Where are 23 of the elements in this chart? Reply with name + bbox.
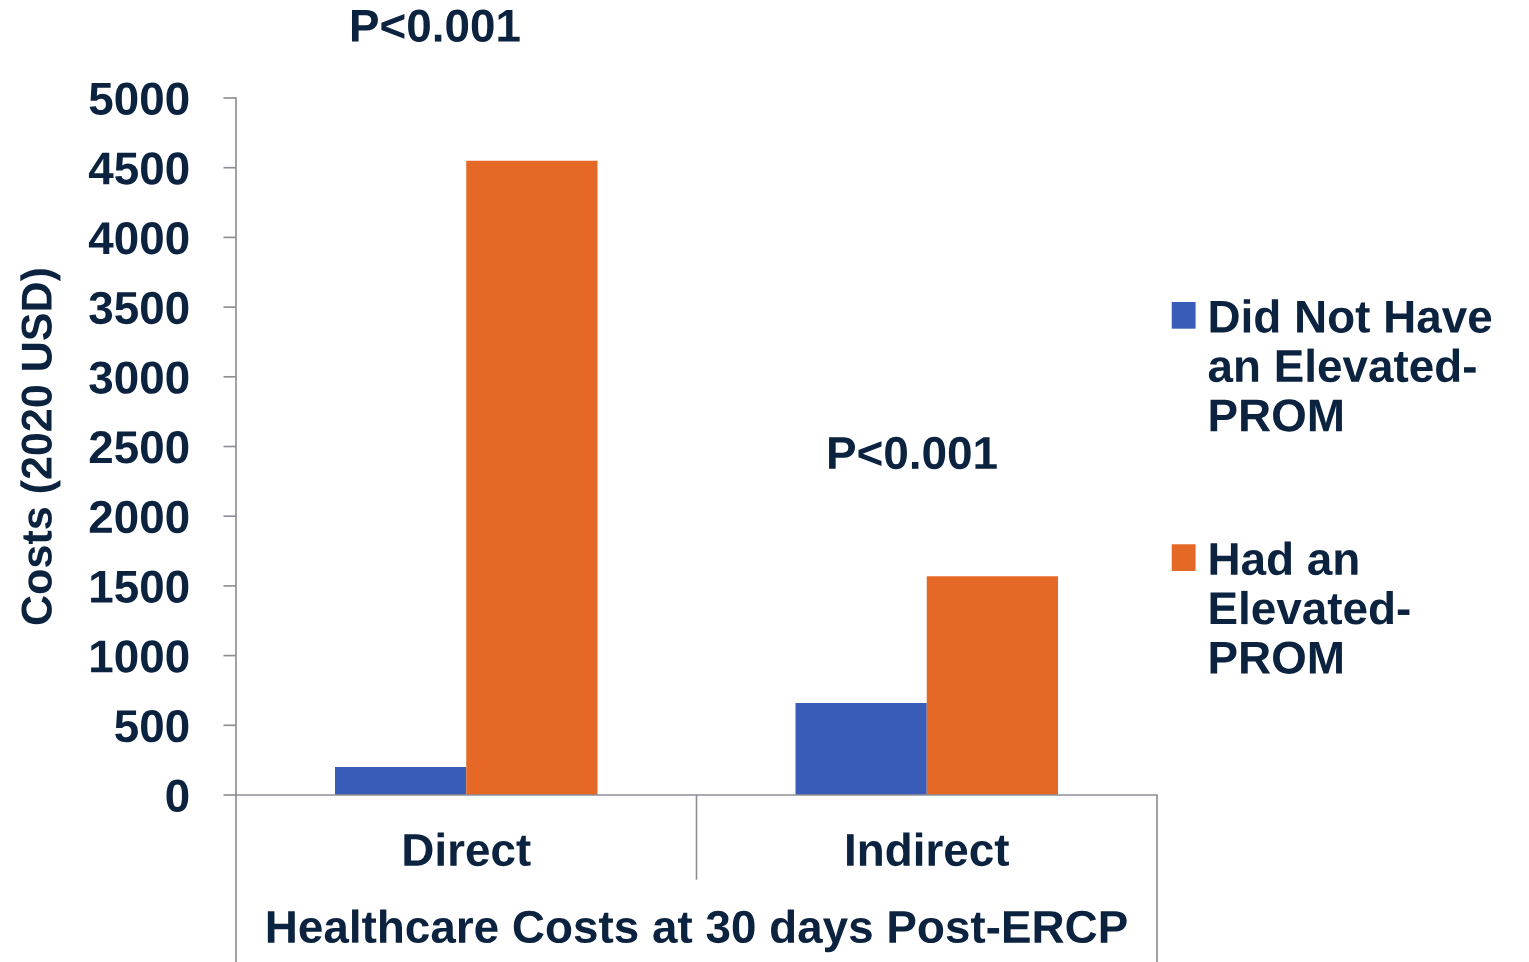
- y-axis-title: Costs (2020 USD): [20, 269, 61, 625]
- y-tick-label: 1000: [91, 640, 189, 673]
- y-tick-label: 500: [115, 709, 189, 743]
- y-tick-label: 4000: [88, 222, 189, 255]
- x-axis-title: Healthcare Costs at 30 days Post-ERCP: [267, 909, 1127, 953]
- annotation: P<0.001: [829, 436, 997, 470]
- bar: [466, 160, 598, 795]
- y-tick-label: 1500: [91, 570, 189, 603]
- bar: [335, 767, 467, 795]
- text: P<0.001: [351, 9, 520, 42]
- legend-label: Did Not Have an Elevated- PROM: [1208, 299, 1492, 432]
- y-tick-label: 3500: [89, 291, 189, 325]
- bar: [926, 576, 1058, 795]
- bar: [795, 703, 927, 795]
- y-tick-label: 4500: [88, 152, 189, 185]
- y-tick-label: 2500: [89, 431, 189, 464]
- y-tick-label: 2000: [89, 500, 189, 534]
- legend-label: Had an Elevated- PROM: [1210, 541, 1410, 674]
- y-tick-label: 5000: [89, 82, 189, 116]
- y-tick-label: 3000: [89, 361, 189, 394]
- y-tick-label: 0: [166, 779, 189, 813]
- x-tick-label: Indirect: [847, 832, 1009, 867]
- x-tick-label: Direct: [404, 832, 531, 867]
